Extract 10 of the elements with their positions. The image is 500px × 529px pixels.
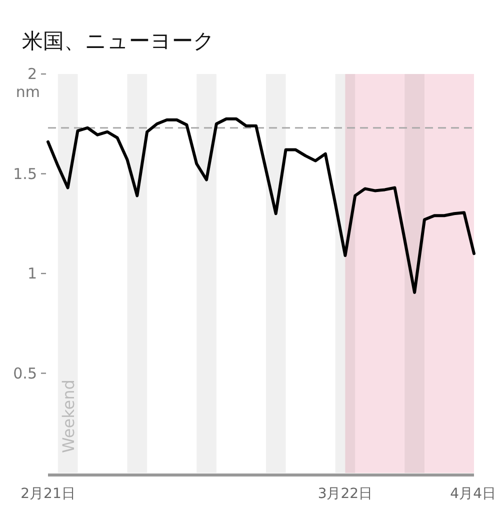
y-tick-label: 0.5	[13, 364, 37, 382]
line-series	[46, 117, 476, 294]
x-tick-label: 4月4日	[450, 486, 496, 502]
chart-title: 米国、ニューヨーク	[22, 29, 215, 53]
y-tick-label: 1	[27, 264, 37, 282]
y-tick-label: 2	[27, 65, 37, 83]
y-axis-title: nm	[16, 83, 40, 101]
y-tick-label: 1.5	[13, 164, 37, 183]
x-tick-label: 3月22日	[318, 486, 373, 502]
x-tick-label: 2月21日	[20, 486, 76, 502]
